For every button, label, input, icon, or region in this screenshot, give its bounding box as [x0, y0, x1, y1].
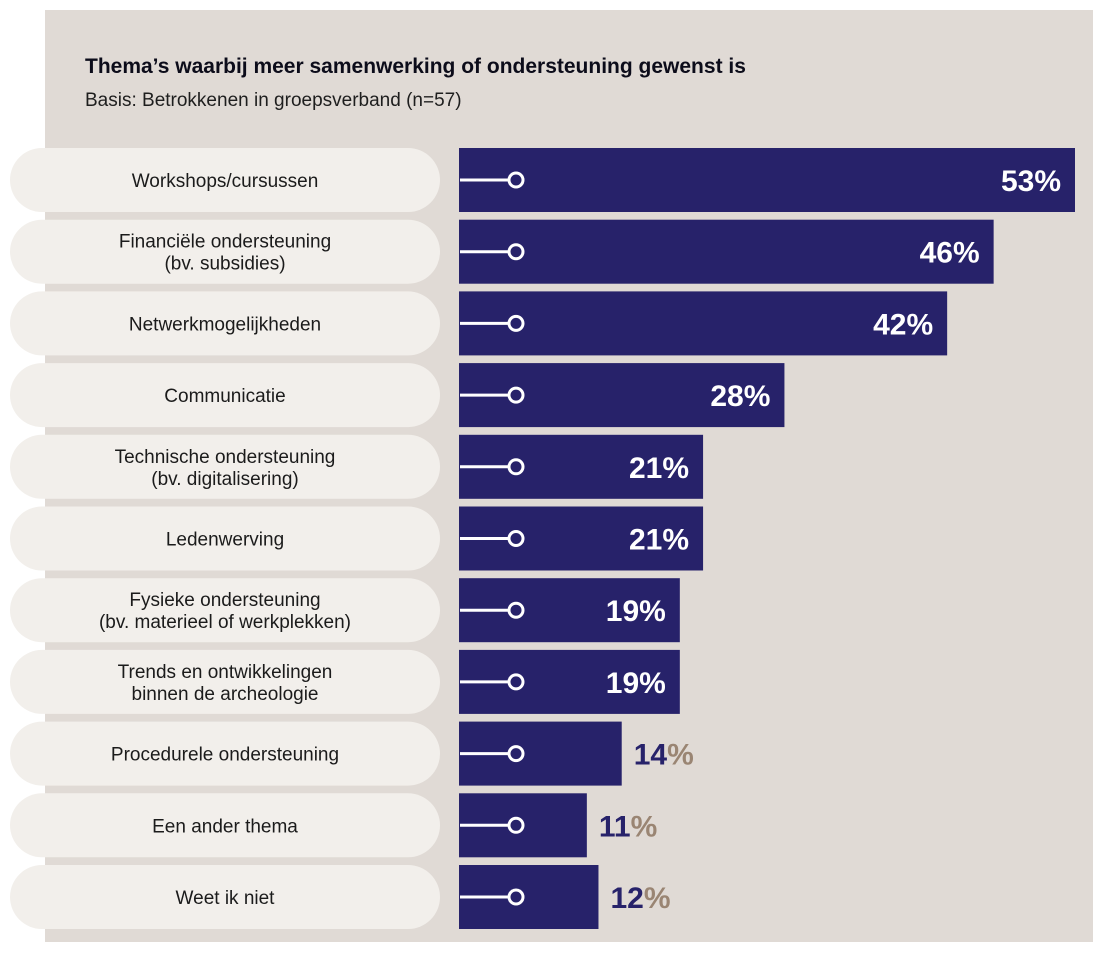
- marker-circle: [507, 530, 525, 547]
- category-label-line: Financiële ondersteuning: [119, 232, 331, 253]
- value-percent-sign: %: [662, 452, 689, 485]
- category-label-line: Weet ik niet: [176, 888, 276, 909]
- value-percent-sign: %: [667, 739, 694, 772]
- value-label: 42%: [873, 308, 933, 341]
- value-number: 53: [1001, 165, 1034, 198]
- value-percent-sign: %: [662, 524, 689, 557]
- category-label-line: Procedurele ondersteuning: [111, 745, 339, 766]
- value-label: 21%: [629, 452, 689, 485]
- value-number: 46: [920, 237, 953, 270]
- category-pill: [10, 148, 440, 212]
- bar: [459, 148, 1075, 212]
- value-label: 28%: [710, 380, 770, 413]
- category-label-line: Ledenwerving: [166, 530, 284, 551]
- value-label: 21%: [629, 524, 689, 557]
- bar: [459, 219, 994, 284]
- marker-circle: [507, 386, 525, 404]
- category-label-line: Netwerkmogelijkheden: [129, 314, 321, 335]
- category-label: Procedurele ondersteuning: [111, 745, 339, 766]
- value-percent-sign: %: [1034, 165, 1061, 198]
- chart-subtitle: Basis: Betrokkenen in groepsverband (n=5…: [85, 90, 462, 111]
- category-label: Een ander thema: [152, 816, 298, 837]
- marker-circle: [507, 816, 525, 834]
- value-label: 53%: [1001, 165, 1061, 198]
- category-pill: [10, 578, 440, 643]
- category-pill: [10, 649, 440, 714]
- marker-circle: [507, 458, 525, 476]
- category-label-line: (bv. digitalisering): [151, 469, 298, 490]
- value-percent-sign: %: [639, 667, 666, 700]
- value-percent-sign: %: [744, 380, 771, 413]
- value-percent-sign: %: [631, 810, 658, 843]
- marker-circle: [507, 888, 525, 906]
- category-label-line: Een ander thema: [152, 816, 298, 837]
- category-label: Netwerkmogelijkheden: [129, 314, 321, 335]
- value-number: 42: [873, 308, 906, 341]
- category-pill: [10, 793, 440, 858]
- value-label: 19%: [606, 667, 666, 700]
- marker-circle: [507, 745, 525, 763]
- value-number: 12: [610, 882, 643, 915]
- category-label-line: Technische ondersteuning: [115, 447, 336, 468]
- category-pill: [10, 865, 440, 929]
- category-label: Trends en ontwikkelingen binnen de archeo…: [118, 662, 333, 705]
- category-label: Fysieke ondersteuning (bv. materieel of w…: [99, 590, 351, 633]
- value-number: 11: [599, 810, 631, 843]
- value-label: 12%: [610, 882, 670, 915]
- category-label: Financiële ondersteuning (bv. subsidies): [119, 232, 331, 275]
- marker-circle: [507, 243, 525, 261]
- category-pill: [10, 291, 440, 356]
- value-number: 19: [606, 595, 639, 628]
- category-label-line: Workshops/cursussen: [132, 171, 319, 192]
- category-label: Weet ik niet: [176, 888, 276, 909]
- value-percent-sign: %: [639, 595, 666, 628]
- category-pill: [10, 363, 440, 428]
- category-label: Workshops/cursussen: [132, 171, 319, 192]
- marker-circle: [507, 601, 525, 619]
- value-number: 21: [629, 452, 662, 485]
- value-label: 46%: [920, 237, 980, 270]
- bar: [459, 291, 948, 356]
- value-percent-sign: %: [906, 308, 933, 341]
- value-label: 11%: [599, 810, 657, 843]
- category-label-line: Trends en ontwikkelingen: [118, 662, 333, 683]
- category-label-line: Communicatie: [164, 386, 285, 407]
- category-label: Technische ondersteuning (bv. digitaliser…: [115, 447, 336, 490]
- value-percent-sign: %: [644, 882, 671, 915]
- category-label: Communicatie: [164, 386, 285, 407]
- category-label-line: Fysieke ondersteuning: [129, 590, 320, 611]
- marker-circle: [507, 314, 525, 332]
- category-label-line: (bv. materieel of werkplekken): [99, 612, 351, 633]
- value-number: 28: [710, 380, 743, 413]
- value-percent-sign: %: [953, 237, 980, 270]
- chart-title: Thema’s waarbij meer samenwerking of ond…: [85, 55, 746, 78]
- value-number: 19: [606, 667, 639, 700]
- category-pill: [10, 506, 440, 571]
- value-number: 21: [629, 524, 662, 557]
- category-label: Ledenwerving: [166, 530, 284, 551]
- value-label: 19%: [606, 595, 666, 628]
- value-label: 14%: [634, 739, 694, 772]
- category-pill: [10, 721, 440, 786]
- category-label-line: binnen de archeologie: [132, 684, 319, 705]
- category-pill: [10, 219, 440, 284]
- category-pill: [10, 434, 440, 499]
- value-number: 14: [634, 739, 668, 772]
- category-label-line: (bv. subsidies): [164, 254, 285, 275]
- marker-circle: [507, 673, 525, 691]
- marker-circle: [507, 171, 525, 189]
